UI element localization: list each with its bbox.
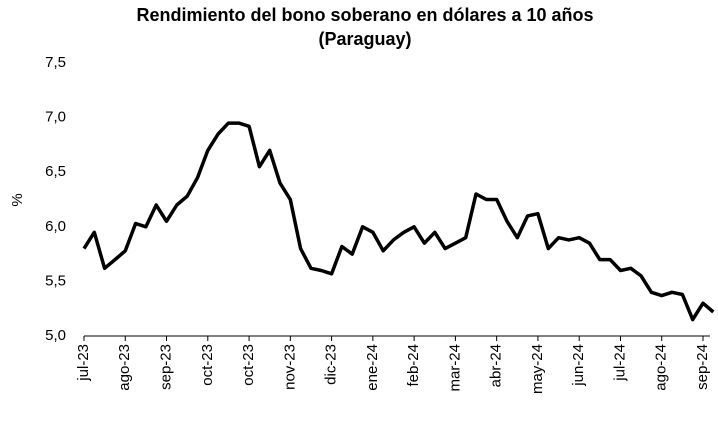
x-tick-label: oct-23: [199, 344, 216, 386]
x-tick-label: jul-24: [611, 344, 628, 382]
line-series: [82, 121, 715, 322]
chart-title: Rendimiento del bono soberano en dólares…: [136, 5, 593, 25]
x-tick-label: may-24: [529, 344, 546, 394]
y-tick-label: 5,0: [45, 327, 66, 344]
y-tick-label: 6,0: [45, 218, 66, 235]
y-tick-label: 7,5: [45, 54, 66, 71]
x-tick-label: sep-23: [158, 344, 175, 390]
x-tick-label: nov-23: [281, 344, 298, 390]
x-tick-label: dic-23: [323, 344, 340, 385]
x-tick-label: sep-24: [694, 344, 711, 390]
x-tick-label: mar-24: [446, 344, 463, 392]
x-tick-label: ene-24: [364, 344, 381, 391]
x-tick-label: ago-24: [653, 344, 670, 391]
x-tick-label: oct-23: [240, 344, 257, 386]
chart-title: (Paraguay): [318, 29, 411, 49]
x-tick-label: jun-24: [570, 344, 587, 387]
y-tick-label: 5,5: [45, 272, 66, 289]
y-tick-label: 6,5: [45, 163, 66, 180]
x-tick-label: feb-24: [405, 344, 422, 387]
y-axis-label: %: [9, 193, 26, 206]
y-tick-label: 7,0: [45, 109, 66, 126]
x-tick-label: jul-23: [75, 344, 92, 382]
x-tick-label: abr-24: [488, 344, 505, 387]
x-tick-label: ago-23: [116, 344, 133, 391]
